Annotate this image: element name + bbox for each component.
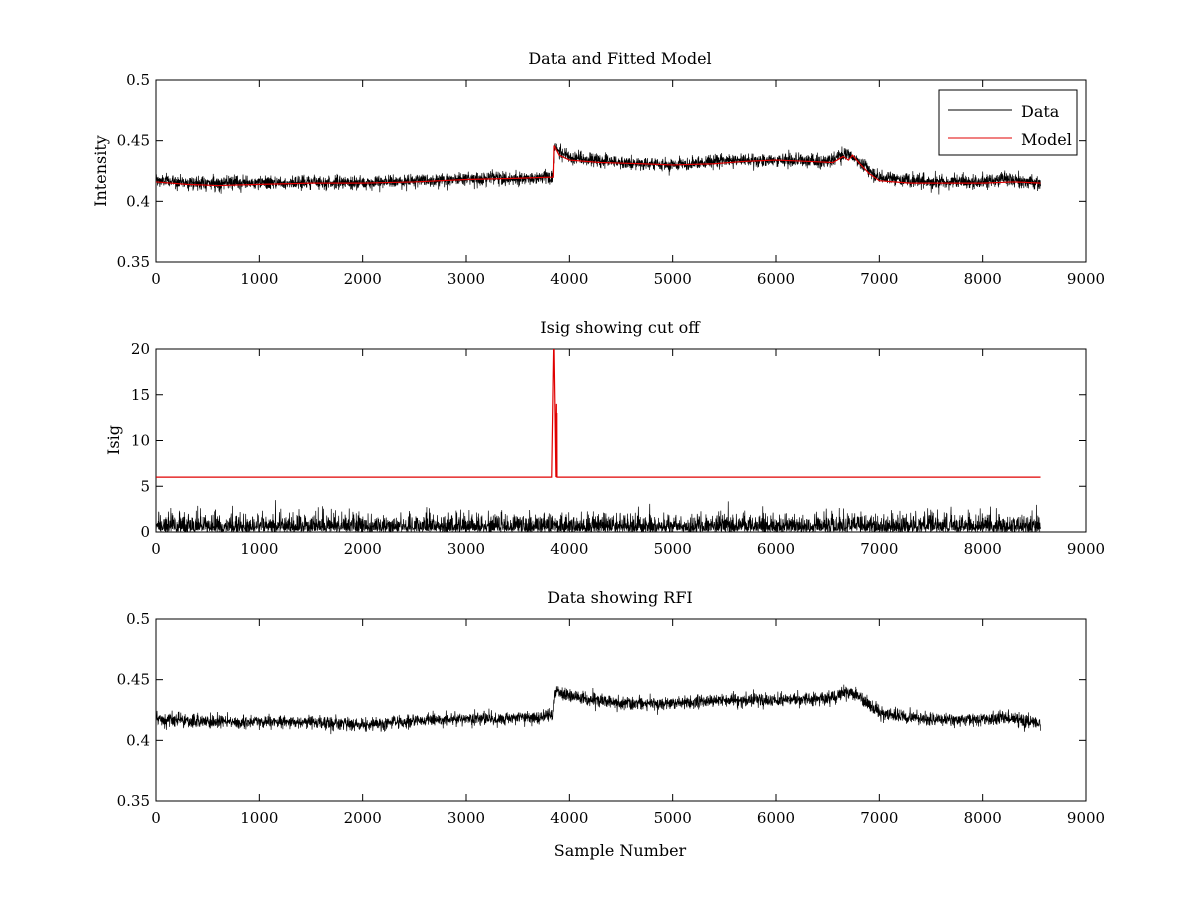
x-tick-label: 0 xyxy=(151,809,161,827)
series-line xyxy=(156,500,1041,532)
x-tick-label: 6000 xyxy=(757,540,795,558)
y-tick-label: 5 xyxy=(140,477,150,495)
x-tick-label: 3000 xyxy=(447,809,485,827)
x-tick-label: 0 xyxy=(151,540,161,558)
series-model-line xyxy=(156,145,1041,187)
x-tick-label: 2000 xyxy=(344,809,382,827)
legend: Data Model xyxy=(938,89,1078,156)
x-tick-label: 2000 xyxy=(344,540,382,558)
x-tick-label: 3000 xyxy=(447,270,485,288)
x-tick-label: 8000 xyxy=(964,270,1002,288)
series-data-line xyxy=(156,142,1041,195)
y-tick-label: 20 xyxy=(131,340,150,358)
x-tick-label: 2000 xyxy=(344,270,382,288)
y-tick-label: 0.4 xyxy=(126,192,150,210)
y-axis-label: Isig xyxy=(104,425,123,455)
panel-data-showing-rfi: Data showing RFI Sample Number 0 1000 2000… xyxy=(117,588,1106,860)
x-tick-label: 6000 xyxy=(757,270,795,288)
plot-area-frame xyxy=(155,79,1087,263)
y-tick-label: 0.5 xyxy=(126,71,150,89)
y-tick-label: 10 xyxy=(131,432,150,450)
y-tick-label: 0.45 xyxy=(117,671,150,689)
x-tick-label: 4000 xyxy=(550,809,588,827)
x-tick-label: 1000 xyxy=(240,270,278,288)
x-tick-label: 3000 xyxy=(447,540,485,558)
x-tick-label: 5000 xyxy=(654,809,692,827)
x-tick-label: 9000 xyxy=(1067,809,1105,827)
legend-label-data: Data xyxy=(1021,102,1060,121)
y-axis-label: Intensity xyxy=(91,135,110,207)
y-tick-label: 0.4 xyxy=(126,731,150,749)
x-tick-label: 7000 xyxy=(860,540,898,558)
x-tick-label: 9000 xyxy=(1067,270,1105,288)
y-tick-label: 0 xyxy=(140,523,150,541)
cutoff-line xyxy=(156,349,1041,478)
y-tick-label: 15 xyxy=(131,386,150,404)
chart-title: Isig showing cut off xyxy=(540,318,701,337)
x-tick-label: 4000 xyxy=(550,270,588,288)
chart-title: Data and Fitted Model xyxy=(528,49,711,68)
series-line xyxy=(156,684,1041,735)
y-tick-label: 0.45 xyxy=(117,132,150,150)
x-tick-label: 7000 xyxy=(860,270,898,288)
x-tick-label: 0 xyxy=(151,270,161,288)
x-tick-label: 1000 xyxy=(240,809,278,827)
x-tick-label: 5000 xyxy=(654,540,692,558)
x-tick-label: 7000 xyxy=(860,809,898,827)
legend-label-model: Model xyxy=(1021,130,1072,149)
panel-isig-showing-cut-off: Isig showing cut off Isig 0 1000 2000 3000 4… xyxy=(104,318,1105,558)
x-tick-label: 1000 xyxy=(240,540,278,558)
x-tick-label: 5000 xyxy=(654,270,692,288)
legend-box xyxy=(938,89,1078,156)
chart-title: Data showing RFI xyxy=(547,588,692,607)
x-axis-label: Sample Number xyxy=(554,841,687,860)
panel-data-and-fitted-model: Data and Fitted Model Intensity 0 1000 200… xyxy=(91,49,1105,288)
x-tick-label: 8000 xyxy=(964,809,1002,827)
y-tick-label: 0.35 xyxy=(117,253,150,271)
y-tick-label: 0.5 xyxy=(126,610,150,628)
x-tick-label: 8000 xyxy=(964,540,1002,558)
x-tick-label: 4000 xyxy=(550,540,588,558)
y-tick-label: 0.35 xyxy=(117,792,150,810)
x-tick-label: 6000 xyxy=(757,809,795,827)
x-tick-label: 9000 xyxy=(1067,540,1105,558)
plot-area-frame xyxy=(155,618,1087,802)
